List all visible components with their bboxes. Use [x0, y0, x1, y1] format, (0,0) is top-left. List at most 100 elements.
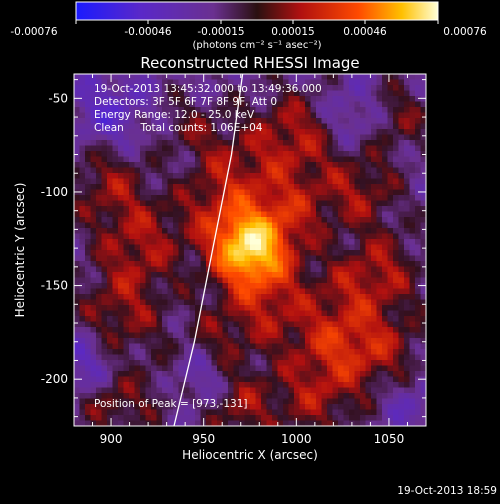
- heatmap-cell: [288, 283, 295, 289]
- heatmap-cell: [266, 145, 273, 152]
- heatmap-cell: [398, 123, 405, 130]
- heatmap-cell: [112, 327, 119, 333]
- heatmap-cell: [327, 96, 333, 102]
- heatmap-cell: [277, 101, 284, 108]
- heatmap-cell: [173, 365, 179, 372]
- heatmap-cell: [123, 123, 130, 130]
- heatmap-cell: [415, 123, 421, 130]
- heatmap-cell: [398, 145, 405, 152]
- heatmap-cell: [173, 112, 179, 119]
- heatmap-cell: [189, 123, 196, 130]
- heatmap-cell: [349, 360, 355, 366]
- heatmap-cell: [145, 272, 152, 278]
- heatmap-cell: [354, 200, 361, 207]
- heatmap-cell: [118, 420, 124, 426]
- heatmap-cell: [327, 228, 333, 234]
- heatmap-cell: [420, 233, 426, 240]
- heatmap-cell: [239, 195, 245, 201]
- heatmap-cell: [393, 178, 399, 185]
- heatmap-cell: [118, 195, 124, 201]
- heatmap-cell: [277, 228, 284, 234]
- heatmap-cell: [222, 349, 229, 355]
- heatmap-cell: [151, 398, 157, 405]
- heatmap-cell: [101, 305, 108, 311]
- heatmap-cell: [299, 134, 306, 141]
- heatmap-cell: [288, 398, 295, 405]
- heatmap-cell: [244, 376, 251, 383]
- heatmap-cell: [354, 360, 361, 366]
- heatmap-cell: [162, 316, 168, 322]
- heatmap-cell: [305, 156, 311, 163]
- heatmap-cell: [354, 255, 361, 262]
- heatmap-cell: [195, 244, 201, 251]
- heatmap-cell: [151, 90, 157, 97]
- heatmap-cell: [343, 189, 350, 196]
- heatmap-cell: [140, 299, 146, 306]
- heatmap-cell: [376, 349, 383, 355]
- heatmap-cell: [156, 112, 163, 119]
- heatmap-cell: [244, 294, 251, 300]
- heatmap-cell: [294, 228, 300, 234]
- heatmap-cell: [74, 294, 80, 300]
- heatmap-cell: [409, 244, 416, 251]
- heatmap-cell: [217, 151, 223, 157]
- heatmap-cell: [321, 250, 328, 256]
- heatmap-cell: [387, 382, 394, 388]
- heatmap-cell: [244, 184, 251, 190]
- heatmap-cell: [310, 200, 317, 207]
- heatmap-cell: [299, 387, 306, 394]
- heatmap-cell: [195, 96, 201, 102]
- heatmap-cell: [118, 354, 124, 361]
- heatmap-cell: [327, 162, 333, 168]
- heatmap-cell: [415, 382, 421, 388]
- heatmap-cell: [354, 349, 361, 355]
- heatmap-cell: [189, 250, 196, 256]
- heatmap-cell: [321, 354, 328, 361]
- heatmap-cell: [305, 211, 311, 218]
- heatmap-cell: [393, 288, 399, 295]
- heatmap-cell: [360, 156, 366, 163]
- heatmap-cell: [228, 96, 234, 102]
- heatmap-cell: [167, 343, 174, 350]
- heatmap-cell: [354, 321, 361, 328]
- heatmap-cell: [239, 233, 245, 240]
- heatmap-cell: [360, 365, 366, 372]
- heatmap-cell: [156, 398, 163, 405]
- heatmap-cell: [79, 283, 86, 289]
- heatmap-cell: [272, 272, 278, 278]
- heatmap-cell: [123, 228, 130, 234]
- heatmap-cell: [327, 129, 333, 135]
- heatmap-cell: [217, 173, 223, 179]
- heatmap-cell: [277, 277, 284, 284]
- heatmap-cell: [90, 266, 97, 273]
- heatmap-cell: [178, 118, 185, 124]
- heatmap-cell: [283, 376, 289, 383]
- heatmap-cell: [354, 387, 361, 394]
- heatmap-cell: [206, 283, 212, 289]
- heatmap-cell: [310, 305, 317, 311]
- heatmap-cell: [112, 195, 119, 201]
- heatmap-cell: [74, 162, 80, 168]
- heatmap-cell: [85, 162, 91, 168]
- heatmap-cell: [151, 173, 157, 179]
- heatmap-cell: [387, 360, 394, 366]
- heatmap-cell: [321, 266, 328, 273]
- heatmap-cell: [277, 255, 284, 262]
- heatmap-cell: [288, 79, 295, 86]
- colorbar: [75, 1, 439, 21]
- heatmap-cell: [74, 200, 80, 207]
- heatmap-cell: [393, 398, 399, 405]
- heatmap-cell: [178, 283, 185, 289]
- heatmap-cell: [167, 134, 174, 141]
- heatmap-cell: [365, 129, 372, 135]
- heatmap-cell: [316, 129, 322, 135]
- heatmap-cell: [189, 299, 196, 306]
- heatmap-cell: [288, 206, 295, 212]
- heatmap-cell: [206, 365, 212, 372]
- heatmap-cell: [123, 195, 130, 201]
- heatmap-cell: [277, 217, 284, 223]
- heatmap-cell: [184, 151, 190, 157]
- heatmap-cell: [294, 387, 300, 394]
- heatmap-cell: [211, 200, 218, 207]
- heatmap-cell: [255, 321, 262, 328]
